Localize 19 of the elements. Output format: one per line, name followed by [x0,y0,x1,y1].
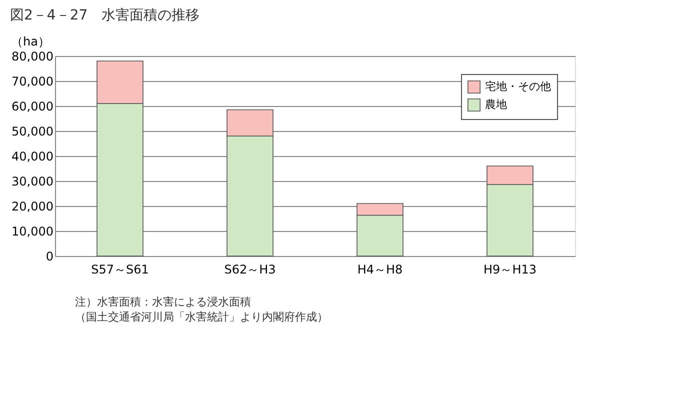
y-tick-label: 50,000 [12,124,54,138]
y-tick-label: 60,000 [12,100,54,114]
chart-title: 図2－4－27 水害面積の推移 [10,8,200,24]
text: （国土交通省河川局「水害統計」より内閣府作成） [75,310,328,324]
x-tick-label: S57～S61 [91,262,149,276]
legend-label: 宅地・その他 [485,80,551,93]
y-tick-label: 0 [46,250,54,264]
y-tick-label: 30,000 [12,174,54,188]
x-tick-label: H4～H8 [357,262,403,276]
y-tick-label: 70,000 [12,74,54,88]
x-tick-label: H9～H13 [484,262,536,276]
y-axis-title: （ha） [11,34,50,48]
text: 注）水害面積：水害による浸水面積 [75,296,251,308]
y-tick-label: 40,000 [12,150,54,164]
y-tick-label: 20,000 [12,200,54,214]
y-tick-label: 80,000 [12,50,54,64]
legend-label: 農地 [485,98,507,111]
y-tick-label: 10,000 [12,224,54,238]
x-tick-label: S62～H3 [224,262,276,276]
